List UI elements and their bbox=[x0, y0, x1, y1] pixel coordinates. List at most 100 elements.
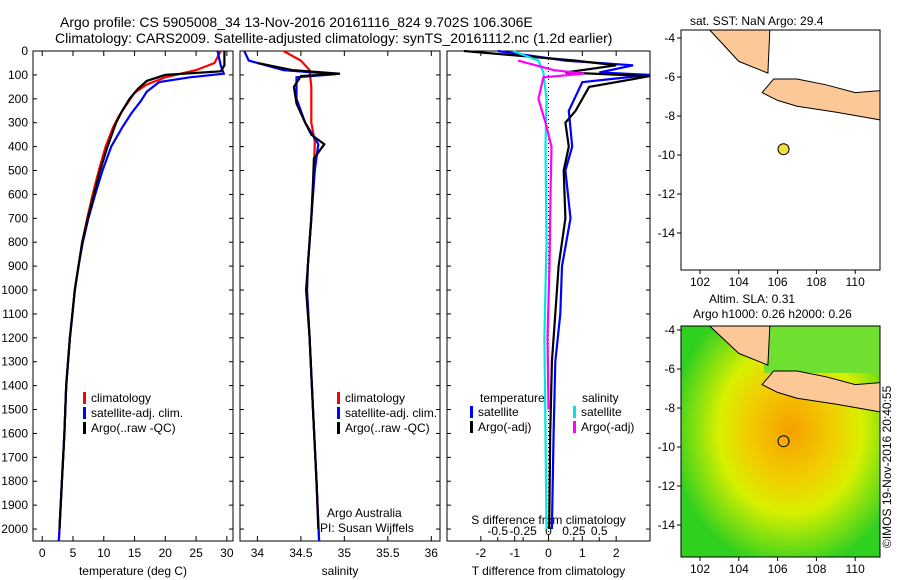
temp-xtick-label: 20 bbox=[159, 546, 173, 560]
depth-tick-label: 1700 bbox=[1, 450, 28, 464]
sla-lat-label: -14 bbox=[658, 518, 676, 532]
sla-lat-label: -8 bbox=[664, 401, 675, 415]
sla-map-title2: Argo h1000: 0.26 h2000: 0.26 bbox=[693, 307, 852, 321]
sst-lon-label: 110 bbox=[846, 275, 865, 289]
series-line-t-satellite bbox=[497, 49, 651, 530]
series-line-argo-raw-qc- bbox=[257, 61, 341, 530]
diff-xtick-label: 2 bbox=[613, 546, 620, 560]
temp-xtick-label: 25 bbox=[189, 546, 203, 560]
sla-lon-label: 104 bbox=[729, 562, 749, 576]
sal-legend-label: Argo(..raw -QC) bbox=[345, 421, 430, 435]
sst-lon-label: 104 bbox=[729, 275, 749, 289]
sst-lat-label: -10 bbox=[658, 148, 676, 162]
sal-xtick-label: 36 bbox=[425, 546, 439, 560]
series-line-climatology bbox=[57, 50, 222, 542]
sla-lat-label: -12 bbox=[658, 479, 676, 493]
diff-legend-swatch bbox=[470, 421, 473, 433]
sal-xtick-label: 34 bbox=[251, 546, 265, 560]
sdiff-tick-label: -0.25 bbox=[509, 524, 537, 538]
temp-plot-frame bbox=[32, 50, 234, 542]
diff-legend-swatch bbox=[573, 421, 576, 433]
diff-legend-label: satellite bbox=[581, 405, 622, 419]
sal-legend-label: satellite-adj. clim. bbox=[345, 406, 437, 420]
figure-title-line2: Climatology: CARS2009. Satellite-adjuste… bbox=[55, 30, 613, 46]
depth-tick-label: 400 bbox=[8, 140, 28, 154]
sst-lat-label: -12 bbox=[658, 187, 676, 201]
depth-tick-label: 1100 bbox=[2, 307, 28, 321]
temp-xtick-label: 10 bbox=[97, 546, 111, 560]
series-line-s-argo-adj- bbox=[517, 59, 585, 410]
temp-xtick-label: 0 bbox=[39, 546, 46, 560]
sal-xtick-label: 35.5 bbox=[376, 546, 400, 560]
temp-legend-swatch bbox=[83, 422, 86, 434]
sst-map bbox=[677, 29, 881, 274]
sst-lon-label: 102 bbox=[690, 275, 710, 289]
depth-tick-label: 1800 bbox=[1, 474, 28, 488]
sst-lat-label: -8 bbox=[664, 109, 675, 123]
diff-legend-label: Argo(-adj) bbox=[581, 420, 634, 434]
temp-legend-label: Argo(..raw -QC) bbox=[91, 421, 176, 435]
sst-lon-label: 106 bbox=[768, 275, 788, 289]
diff-legend-label: satellite bbox=[478, 405, 519, 419]
diff-legend-label: Argo(-adj) bbox=[478, 420, 531, 434]
sst-lat-label: -14 bbox=[658, 226, 676, 240]
depth-tick-label: 1900 bbox=[1, 498, 28, 512]
sla-lat-label: -10 bbox=[658, 440, 676, 454]
diff-xlabel: T difference from climatology bbox=[472, 564, 626, 578]
depth-tick-label: 1500 bbox=[1, 403, 28, 417]
sdiff-tick-label: 0.25 bbox=[562, 524, 586, 538]
sal-xlabel: salinity bbox=[322, 564, 359, 578]
legend-title-salinity: salinity bbox=[582, 391, 619, 405]
imos-credit: ©IMOS 19-Nov-2016 20:40:55 bbox=[880, 385, 894, 548]
depth-tick-label: 1600 bbox=[1, 426, 28, 440]
temp-xtick-label: 5 bbox=[70, 546, 77, 560]
temp-legend-label: climatology bbox=[91, 391, 151, 405]
temp-xtick-label: 30 bbox=[220, 546, 234, 560]
sla-lat-label: -6 bbox=[664, 362, 675, 376]
series-line-satellite-adj-clim- bbox=[243, 50, 336, 542]
depth-tick-label: 1400 bbox=[1, 379, 28, 393]
depth-tick-label: 200 bbox=[8, 92, 28, 106]
depth-tick-label: 1200 bbox=[1, 331, 28, 345]
depth-tick-label: 600 bbox=[8, 187, 28, 201]
sla-lon-label: 102 bbox=[690, 562, 710, 576]
sdiff-tick-label: -0.5 bbox=[487, 524, 508, 538]
temp-legend-swatch bbox=[83, 392, 86, 404]
temp-xtick-label: 15 bbox=[128, 546, 142, 560]
sla-map-title1: Altim. SLA: 0.31 bbox=[709, 292, 796, 306]
depth-tick-label: 800 bbox=[8, 235, 28, 249]
depth-tick-label: 100 bbox=[8, 68, 28, 82]
legend-title-temperature: temperature bbox=[480, 391, 545, 405]
temp-xlabel: temperature (deg C) bbox=[79, 564, 187, 578]
sst-map-frame bbox=[680, 29, 881, 271]
temp-legend-swatch bbox=[83, 407, 86, 419]
sla-lon-label: 108 bbox=[806, 562, 826, 576]
sst-lat-label: -4 bbox=[664, 31, 675, 45]
diff-xtick-label: -1 bbox=[509, 546, 520, 560]
depth-tick-label: 1000 bbox=[1, 283, 28, 297]
sal-xtick-label: 35 bbox=[338, 546, 352, 560]
series-line-climatology bbox=[282, 50, 321, 542]
series-line-s-satellite bbox=[512, 49, 548, 530]
series-line-satellite-adj-clim- bbox=[57, 50, 226, 542]
series-line-argo-raw-qc- bbox=[58, 51, 226, 530]
sla-lon-label: 110 bbox=[846, 562, 865, 576]
sla-lon-label: 106 bbox=[768, 562, 788, 576]
depth-tick-label: 0 bbox=[21, 44, 28, 58]
sdiff-tick-label: 0.5 bbox=[591, 524, 608, 538]
sal-legend-swatch bbox=[337, 422, 340, 434]
sal-xtick-label: 34.5 bbox=[289, 546, 313, 560]
diff-xtick-label: -2 bbox=[475, 546, 486, 560]
sal-plot-frame bbox=[239, 50, 441, 542]
depth-tick-label: 700 bbox=[8, 211, 28, 225]
diff-legend-swatch bbox=[573, 406, 576, 418]
sst-map-title: sat. SST: NaN Argo: 29.4 bbox=[690, 14, 824, 28]
diff-xtick-label: 1 bbox=[579, 546, 586, 560]
depth-tick-label: 900 bbox=[8, 259, 28, 273]
diff-xtick-label: 0 bbox=[545, 546, 552, 560]
sla-lat-label: -4 bbox=[664, 323, 675, 337]
depth-tick-label: 1300 bbox=[1, 355, 28, 369]
depth-tick-label: 500 bbox=[8, 164, 28, 178]
